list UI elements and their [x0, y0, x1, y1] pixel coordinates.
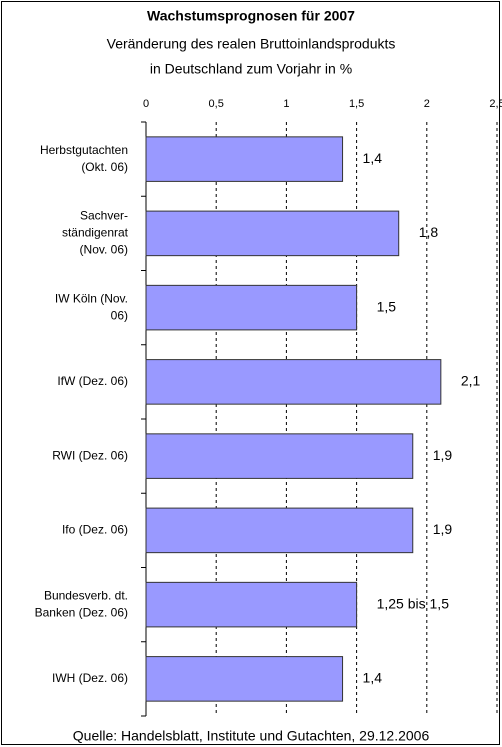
- value-label: 1,8: [419, 224, 439, 240]
- bar: [145, 656, 344, 702]
- y-tick-label: Sachver-: [80, 209, 128, 223]
- value-label: 1,9: [433, 447, 453, 463]
- y-tick-label: Banken (Dez. 06): [35, 605, 128, 619]
- bar: [145, 507, 414, 554]
- x-tick-label: 2: [424, 98, 430, 110]
- value-label: 1,4: [363, 150, 383, 166]
- bar: [145, 136, 344, 182]
- x-tick-label: 1: [283, 98, 289, 110]
- bar: [145, 359, 442, 405]
- chart-subtitle: Veränderung des realen Bruttoinlandsprod…: [107, 36, 396, 52]
- source: Quelle: Handelsblatt, Institute und Guta…: [73, 728, 430, 744]
- bar: [145, 433, 414, 479]
- value-label: 1,4: [363, 670, 383, 686]
- y-tick-label: ständigenrat: [62, 226, 129, 240]
- y-tick-label: Herbstgutachten: [40, 143, 128, 157]
- x-tick-label: 2,5: [489, 98, 502, 110]
- value-label: 1,9: [433, 521, 453, 537]
- chart-subtitle: in Deutschland zum Vorjahr in %: [150, 61, 352, 77]
- y-tick-label: 06): [111, 308, 128, 322]
- bar: [145, 581, 358, 628]
- x-tick-label: 0,5: [209, 98, 224, 110]
- y-tick-label: Bundesverb. dt.: [44, 588, 128, 602]
- value-label: 1,5: [377, 298, 397, 314]
- x-tick-label: 0: [143, 98, 149, 110]
- y-tick-label: IfW (Dez. 06): [57, 374, 128, 388]
- y-tick-label: RWI (Dez. 06): [52, 448, 128, 462]
- chart-title: Wachstumsprognosen für 2007: [147, 8, 355, 24]
- value-label: 2,1: [461, 373, 481, 389]
- bar: [145, 284, 358, 331]
- x-tick-label: 1,5: [349, 98, 364, 110]
- y-tick-label: IWH (Dez. 06): [52, 671, 128, 685]
- y-tick-label: (Okt. 06): [81, 160, 128, 174]
- value-label: 1,25 bis 1,5: [377, 595, 450, 611]
- y-tick-label: (Nov. 06): [80, 243, 128, 257]
- y-tick-label: Ifo (Dez. 06): [62, 523, 128, 537]
- y-tick-label: IW Köln (Nov.: [55, 291, 128, 305]
- bar: [145, 210, 400, 257]
